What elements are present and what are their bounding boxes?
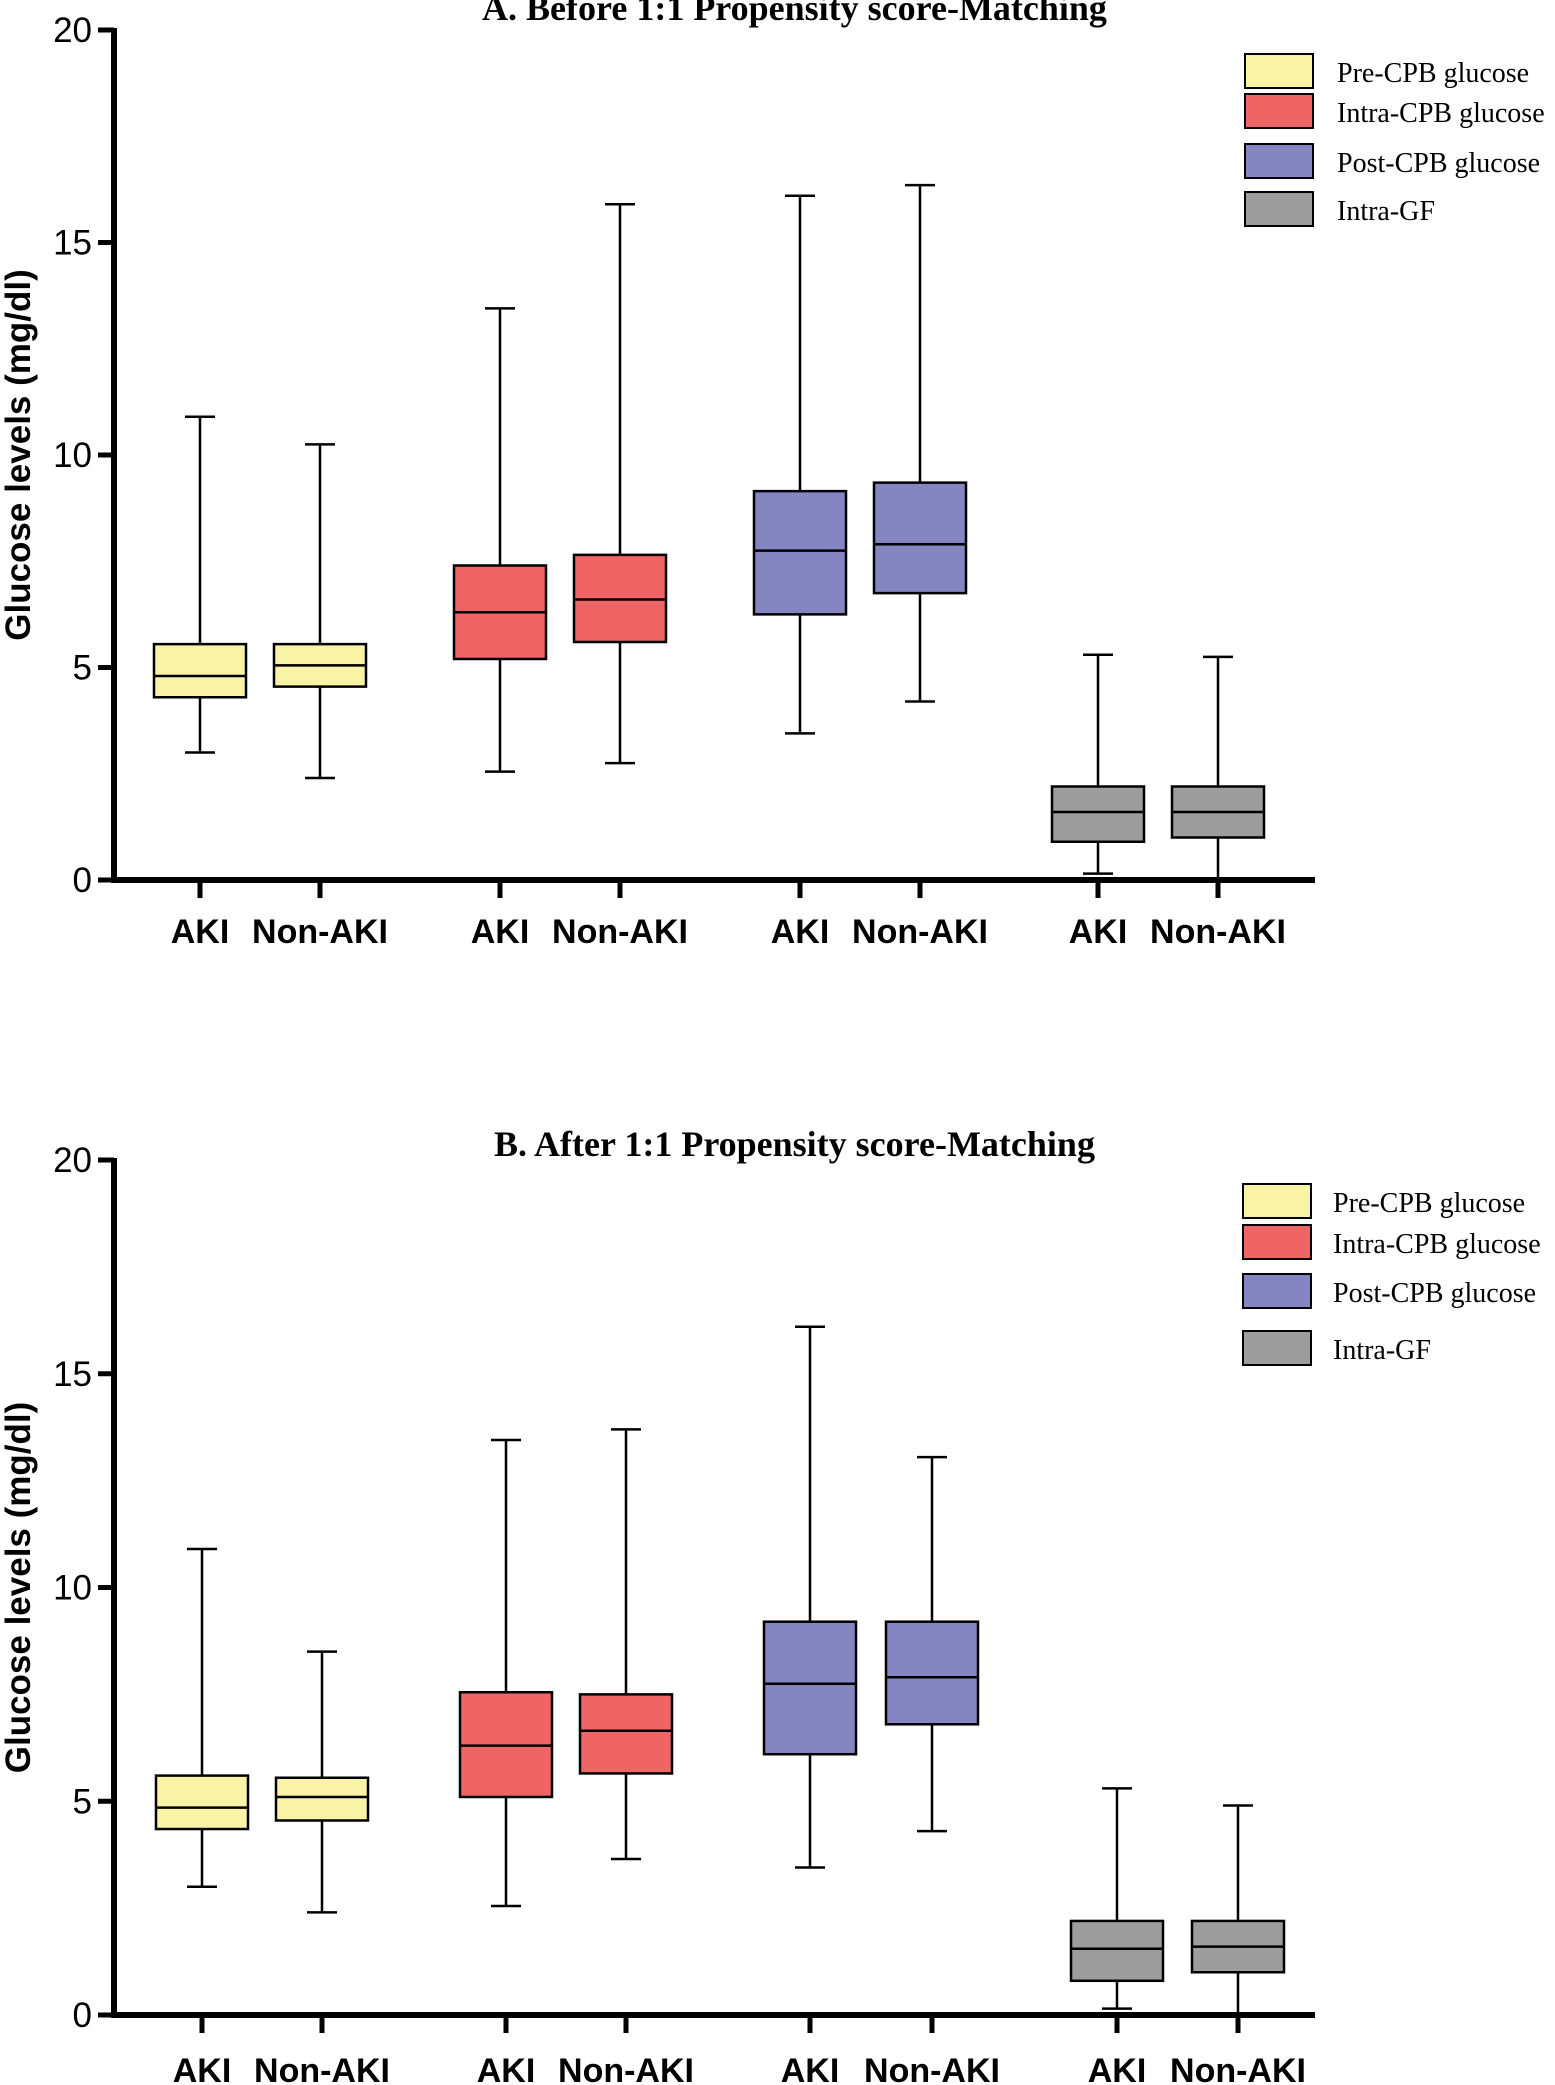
legend-label: Intra-GF (1337, 196, 1435, 227)
box (152, 642, 248, 699)
legend-label: Intra-CPB glucose (1333, 1229, 1541, 1260)
x-category-label: AKI (771, 913, 830, 951)
legend-label: Post-CPB glucose (1333, 1278, 1536, 1309)
panel-b: B. After 1:1 Propensity score-Matching Gl… (0, 1124, 1541, 2085)
x-category-label: AKI (171, 913, 230, 951)
y-tick-label: 20 (53, 11, 92, 50)
box (752, 489, 848, 616)
x-category-label: AKI (781, 2052, 840, 2085)
y-tick-label: 0 (73, 1996, 92, 2035)
legend-label: Intra-GF (1333, 1335, 1431, 1366)
x-category-label: Non-AKI (864, 2052, 1000, 2085)
y-tick-label: 0 (73, 861, 92, 900)
chart-title: A. Before 1:1 Propensity score-Matching (482, 0, 1107, 28)
legend-swatch (1244, 143, 1314, 179)
legend-swatch (1244, 191, 1314, 227)
y-tick-label: 15 (53, 1355, 92, 1394)
legend-swatch (1242, 1273, 1312, 1309)
legend-swatch (1244, 53, 1314, 89)
legend-label: Post-CPB glucose (1337, 148, 1540, 179)
y-tick-label: 5 (73, 1782, 92, 1821)
legend-label: Pre-CPB glucose (1333, 1188, 1525, 1219)
chart-title: B. After 1:1 Propensity score-Matching (494, 1124, 1095, 1164)
legend-swatch (1242, 1330, 1312, 1366)
y-tick-label: 15 (53, 224, 92, 263)
legend-swatch (1242, 1224, 1312, 1260)
box (762, 1620, 858, 1756)
box (884, 1620, 980, 1726)
x-category-label: Non-AKI (558, 2052, 694, 2085)
y-tick-label: 20 (53, 1141, 92, 1180)
x-category-label: Non-AKI (254, 2052, 390, 2085)
x-category-label: Non-AKI (252, 913, 388, 951)
x-category-label: Non-AKI (852, 913, 988, 951)
legend-swatch (1244, 93, 1314, 129)
y-tick-label: 5 (73, 649, 92, 688)
box (1050, 785, 1146, 843)
box (872, 481, 968, 595)
panel-a: A. Before 1:1 Propensity score-Matching G… (0, 0, 1545, 951)
x-category-label: AKI (471, 913, 530, 951)
y-tick-label: 10 (53, 436, 92, 475)
x-category-label: AKI (1088, 2052, 1147, 2085)
legend-swatch (1242, 1183, 1312, 1219)
y-axis-label: Glucose levels (mg/dl) (0, 269, 38, 641)
x-category-label: AKI (1069, 913, 1128, 951)
legend-label: Intra-CPB glucose (1337, 98, 1545, 129)
box (154, 1774, 250, 1831)
x-category-label: Non-AKI (1170, 2052, 1306, 2085)
box (578, 1693, 674, 1775)
y-tick-label: 10 (53, 1569, 92, 1608)
box (1069, 1919, 1165, 1983)
x-category-label: AKI (477, 2052, 536, 2085)
x-category-label: Non-AKI (552, 913, 688, 951)
box (274, 1776, 370, 1822)
y-axis-label: Glucose levels (mg/dl) (0, 1402, 38, 1774)
x-category-label: AKI (173, 2052, 232, 2085)
x-category-label: Non-AKI (1150, 913, 1286, 951)
legend-label: Pre-CPB glucose (1337, 58, 1529, 89)
